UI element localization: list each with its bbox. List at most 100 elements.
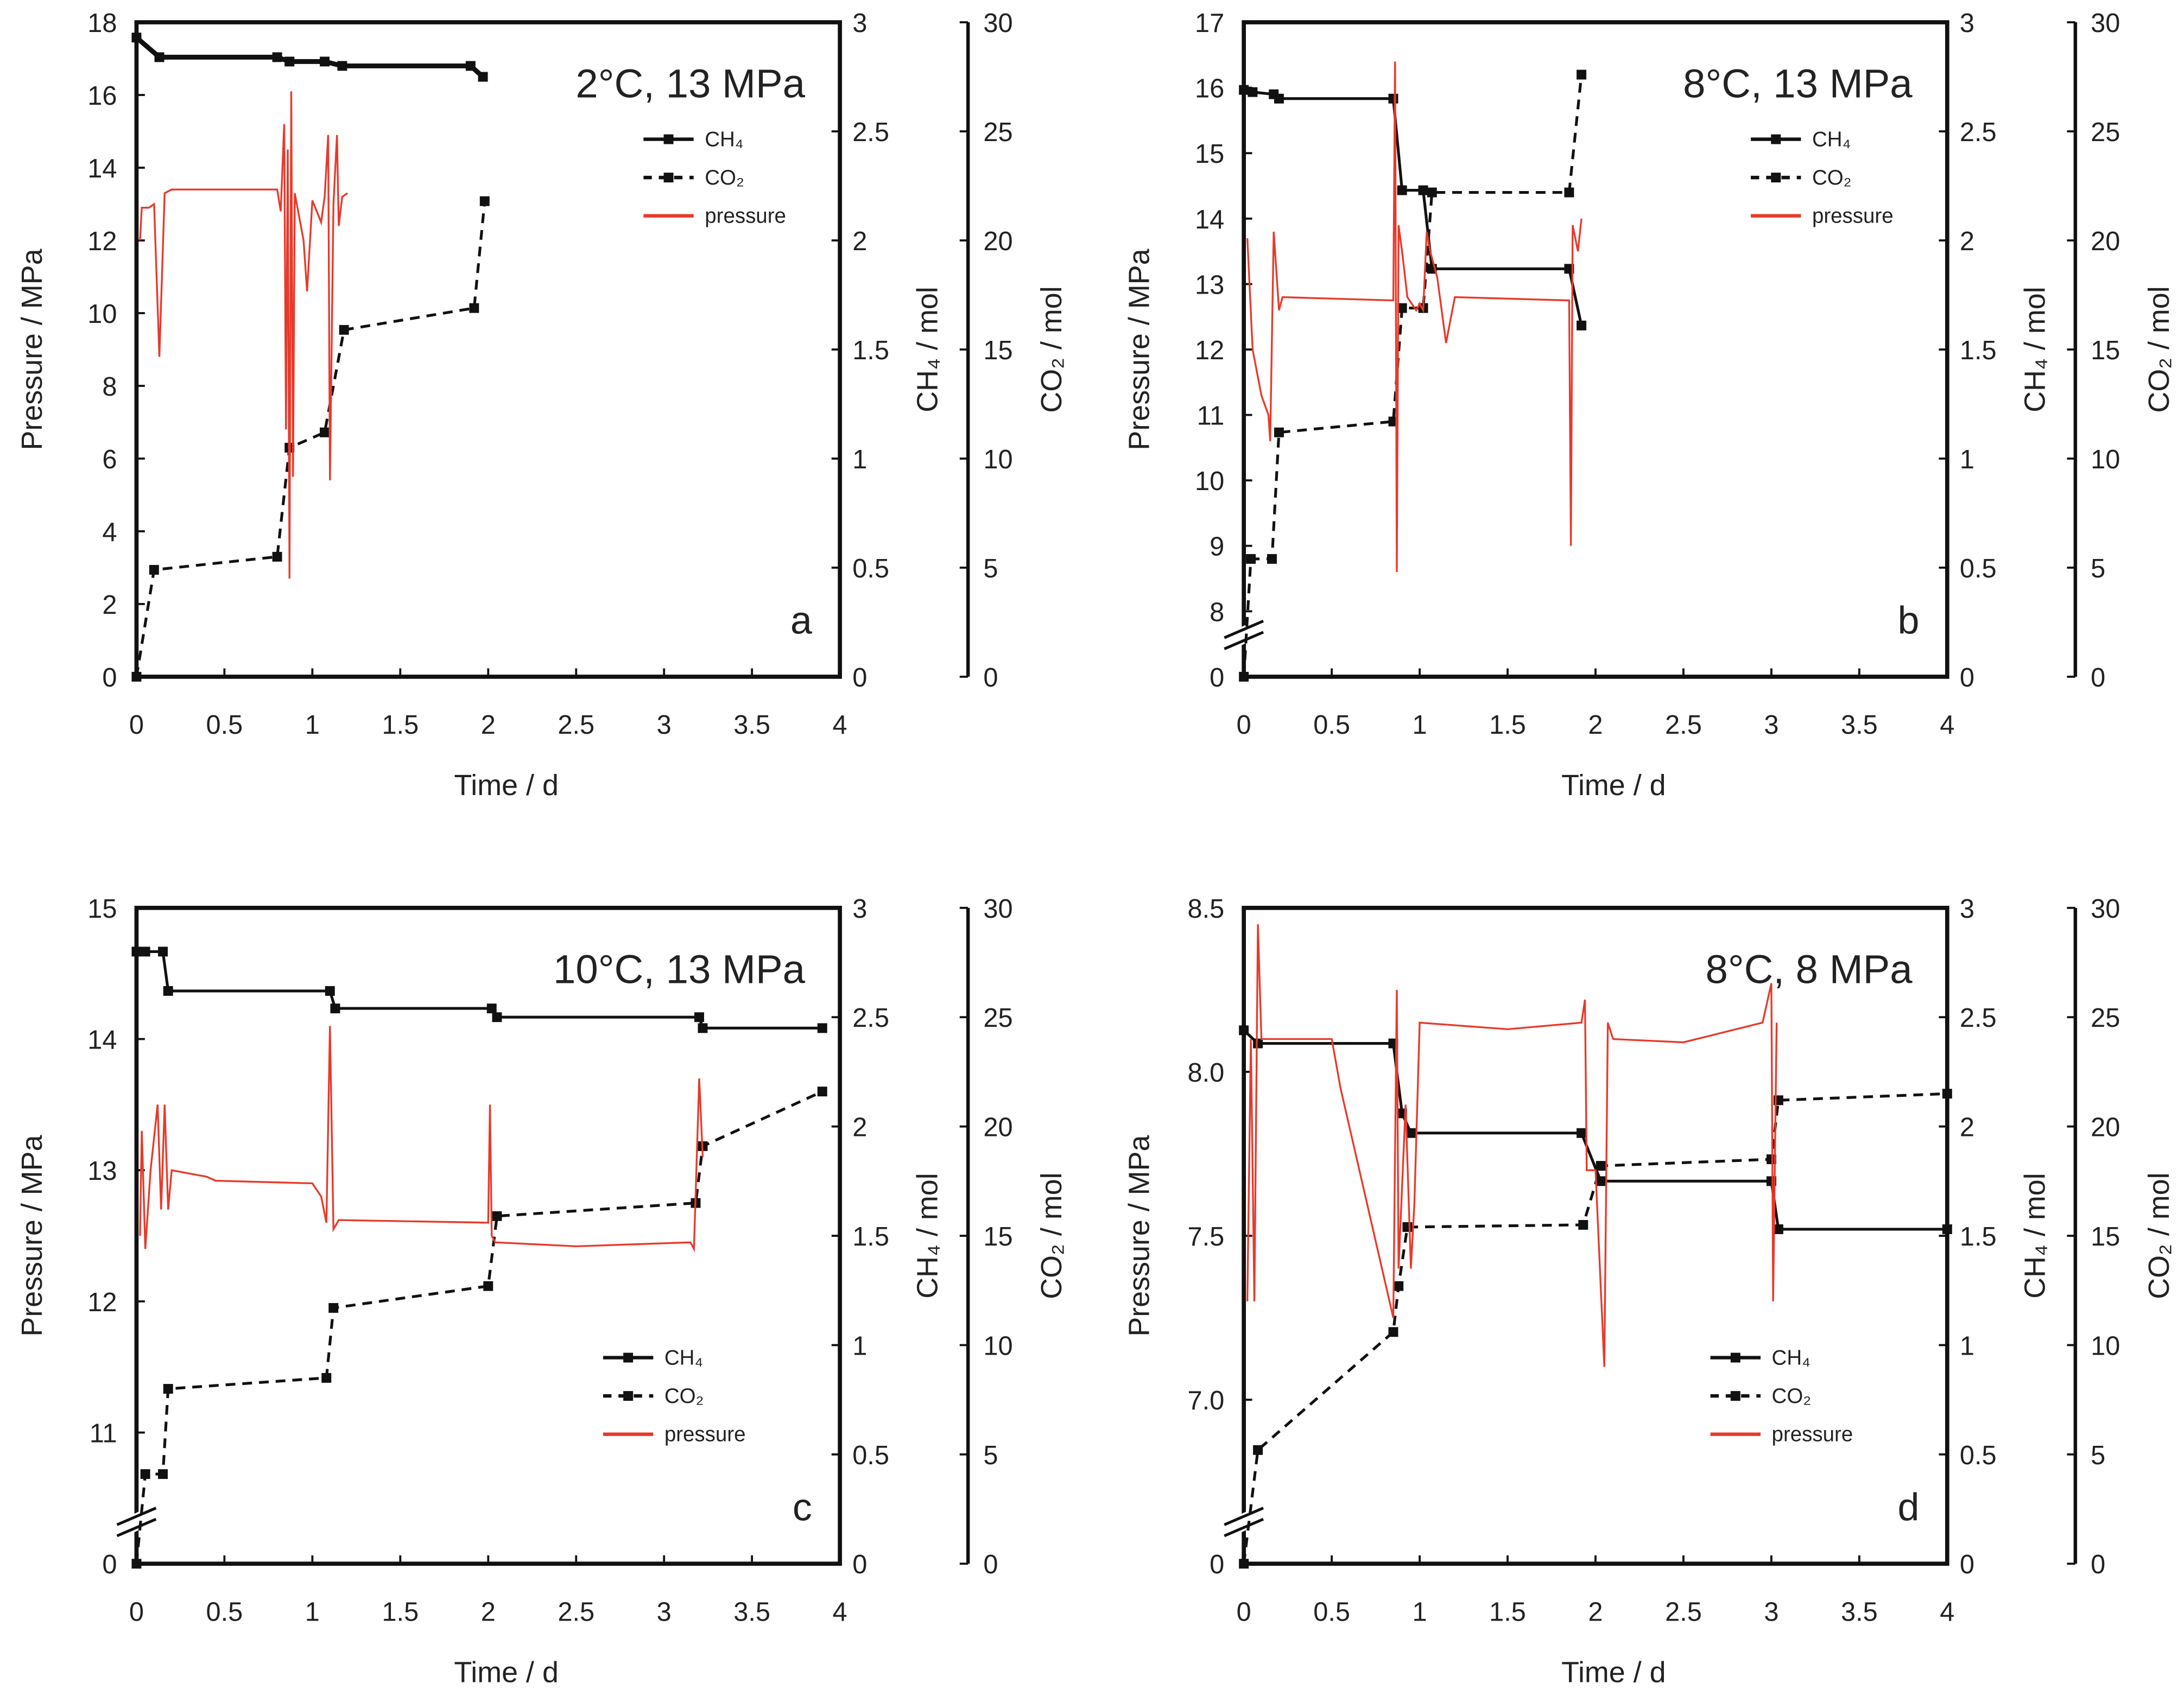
y-tick-label: 12 — [1195, 336, 1224, 365]
data-point-marker — [272, 52, 282, 62]
series-line — [1242, 74, 1583, 677]
data-point-marker — [131, 33, 142, 43]
legend-item: CO₂ — [643, 166, 744, 189]
plot-frame — [1242, 905, 1949, 1566]
legend-marker — [1771, 173, 1781, 183]
legend-item: pressure — [1710, 1422, 1853, 1446]
x-tick-label: 0.5 — [206, 1597, 243, 1627]
y3-tick-label: 20 — [2091, 1113, 2120, 1142]
data-point-marker — [1564, 187, 1574, 198]
y2-tick-label: 2.5 — [852, 118, 889, 147]
y-tick-label: 16 — [87, 81, 117, 111]
x-axis-label: Time / d — [454, 769, 559, 802]
y-tick-label-zero: 0 — [102, 1550, 117, 1579]
data-point-marker — [492, 1211, 502, 1221]
legend-item: CO₂ — [603, 1384, 704, 1408]
y3-tick-label: 30 — [2091, 894, 2120, 924]
axis-break-gap — [118, 1507, 155, 1537]
legend: CH₄ CO₂ pressure — [1751, 128, 1894, 228]
y2-tick-label: 3 — [1960, 9, 1974, 38]
series-line — [1246, 924, 1778, 1367]
data-point-marker — [1274, 427, 1284, 437]
axis-break-mark — [1224, 1507, 1264, 1526]
y-tick-label-zero: 0 — [1210, 663, 1224, 693]
y-tick-label: 15 — [87, 894, 117, 924]
legend-marker — [663, 134, 674, 144]
series-line — [1242, 1092, 1947, 1564]
y3-tick-label: 30 — [983, 9, 1012, 38]
data-point-marker — [163, 1384, 173, 1394]
series-ch4 — [1239, 1025, 1952, 1234]
data-point-marker — [163, 986, 173, 996]
y3-tick-label: 25 — [983, 1003, 1012, 1033]
data-point-marker — [1239, 671, 1249, 682]
data-point-marker — [465, 61, 476, 71]
panel-letter: d — [1898, 1486, 1920, 1529]
data-point-marker — [1577, 69, 1587, 80]
data-point-marker — [1239, 1559, 1249, 1569]
y3-tick-label: 10 — [983, 1331, 1012, 1361]
y3-tick-label: 20 — [983, 227, 1012, 256]
y3-tick-label: 5 — [983, 554, 998, 583]
legend-marker — [623, 1352, 634, 1363]
data-point-marker — [339, 325, 349, 335]
axis-break-mark — [116, 1507, 157, 1526]
y-tick-label: 2 — [102, 590, 117, 620]
y-tick-label: 8 — [1210, 598, 1224, 627]
y2-tick-label: 0 — [1960, 1550, 1974, 1579]
data-point-marker — [1397, 303, 1407, 313]
y-tick-label: 8.0 — [1187, 1058, 1224, 1088]
y-axis-label: Pressure / MPa — [1123, 1135, 1156, 1336]
y2-tick-label: 1 — [852, 445, 867, 474]
y2-tick-label: 3 — [852, 894, 867, 924]
panel-letter: b — [1898, 599, 1920, 642]
y-tick-label: 8 — [102, 372, 117, 402]
data-point-marker — [325, 986, 335, 996]
data-point-marker — [1253, 1038, 1263, 1049]
x-axis-label: Time / d — [1561, 1656, 1666, 1688]
legend-label: pressure — [1772, 1422, 1853, 1446]
series-ch4 — [131, 947, 827, 1033]
data-point-marker — [1577, 1128, 1587, 1138]
data-point-marker — [272, 551, 282, 562]
data-point-marker — [478, 72, 488, 82]
y2-axis-label: CH₄ / mol — [911, 1173, 944, 1298]
legend-item: pressure — [1751, 205, 1894, 228]
data-point-marker — [131, 1559, 142, 1569]
x-tick-label: 3.5 — [1841, 710, 1878, 740]
data-point-marker — [284, 56, 295, 67]
x-tick-label: 3 — [1764, 710, 1778, 740]
legend-label: CO₂ — [1812, 166, 1852, 189]
axis-break-gap — [1225, 1507, 1263, 1537]
series-ch4 — [1239, 85, 1587, 331]
data-point-marker — [1239, 85, 1249, 95]
legend-label: CH₄ — [1812, 128, 1851, 151]
plot-frame — [1242, 20, 1949, 679]
y2-tick-label: 2 — [852, 227, 867, 256]
y2-tick-label: 0.5 — [1960, 1441, 1997, 1470]
axis-break-mark — [1224, 619, 1264, 639]
y-axis-label: Pressure / MPa — [16, 249, 48, 450]
y-tick-label: 18 — [87, 9, 117, 38]
axis-break-gap — [1225, 620, 1263, 650]
y3-axis-label: CO₂ / mol — [1035, 1172, 1068, 1299]
y3-tick-label: 5 — [2091, 554, 2105, 583]
data-point-marker — [131, 671, 142, 682]
data-point-marker — [1248, 87, 1258, 97]
y3-tick-label: 25 — [2091, 1003, 2120, 1033]
y-tick-label: 12 — [87, 1288, 117, 1317]
data-point-marker — [140, 947, 150, 957]
y3-tick-label: 10 — [983, 445, 1012, 474]
x-tick-label: 1 — [305, 710, 320, 740]
data-point-marker — [1397, 185, 1407, 195]
data-point-marker — [1394, 1281, 1404, 1291]
y-tick-label: 14 — [87, 1025, 117, 1055]
data-point-marker — [1388, 93, 1398, 104]
series-line — [139, 91, 349, 579]
y2-tick-label: 2 — [852, 1113, 867, 1142]
data-point-marker — [320, 427, 330, 437]
legend-item: CO₂ — [1751, 166, 1852, 189]
y2-tick-label: 0 — [852, 1550, 867, 1579]
